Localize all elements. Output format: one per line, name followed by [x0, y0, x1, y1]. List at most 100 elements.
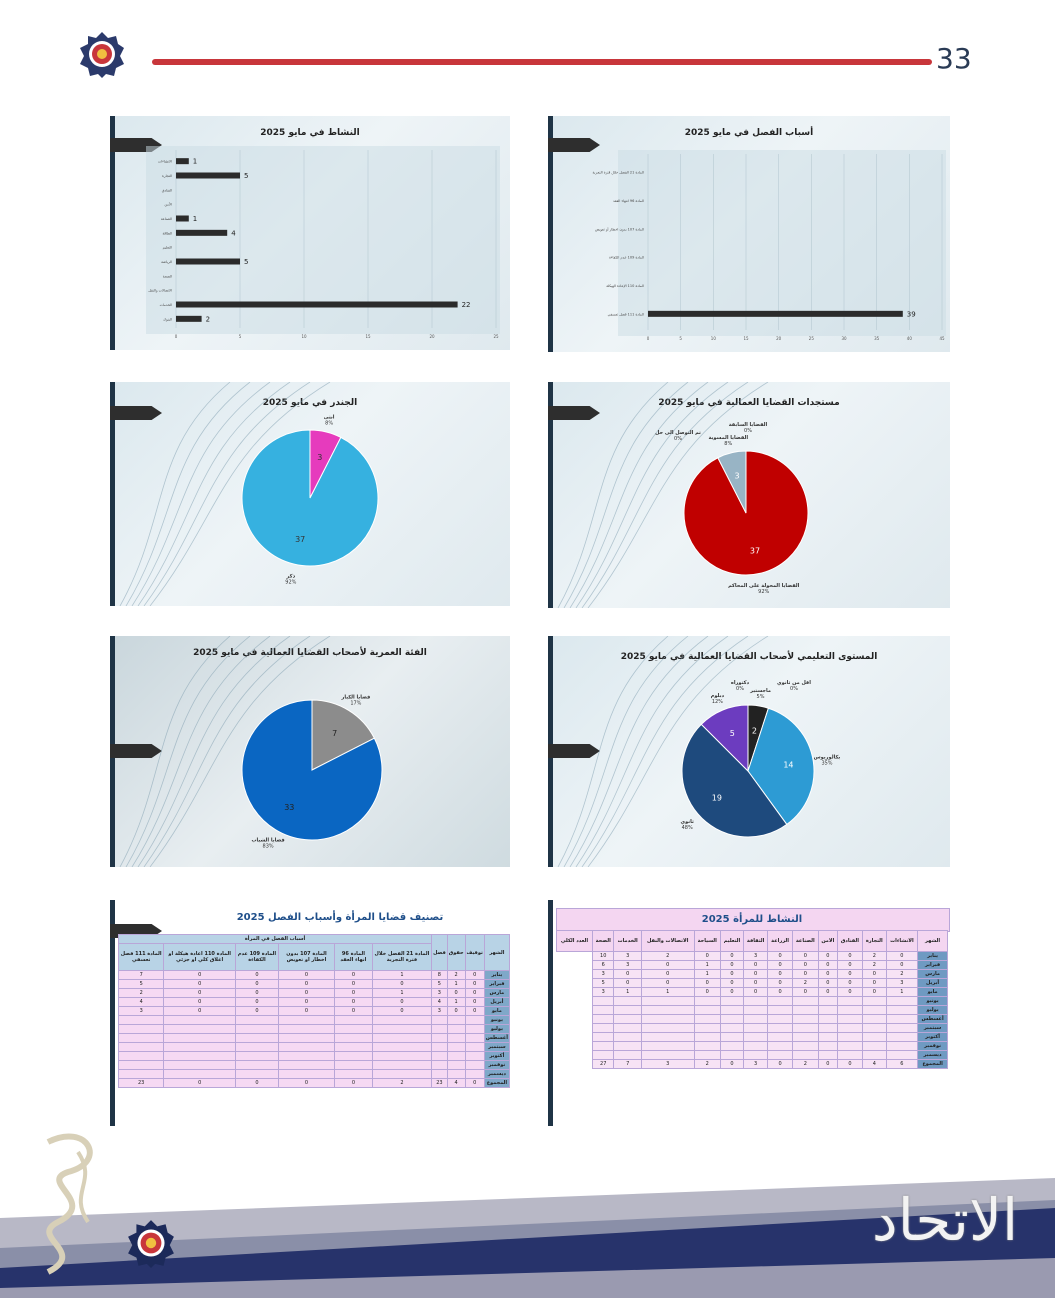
- month-cell: المجموع: [483, 1078, 511, 1088]
- table-cell: 2: [861, 951, 887, 961]
- table-cell: [446, 1069, 466, 1079]
- table-cell: [431, 1033, 448, 1043]
- month-cell: نوفمبر: [483, 1060, 511, 1070]
- table-cell: [719, 1005, 745, 1015]
- table-cell: 3: [885, 978, 919, 988]
- table-cell: [719, 1041, 745, 1051]
- category-label: البنوك: [163, 317, 172, 321]
- table-cell: 0: [817, 969, 838, 979]
- table-cell: [836, 1005, 863, 1015]
- table-cell: [836, 996, 863, 1006]
- slice-value-label: 37: [295, 535, 305, 544]
- table-cell: 2: [693, 1059, 721, 1069]
- table-cell: 0: [277, 997, 336, 1007]
- table-cell: 3: [591, 987, 615, 997]
- pie-slice: [311, 699, 376, 771]
- table-row: سبتمبر: [117, 1042, 511, 1052]
- table-cell: [591, 1041, 615, 1051]
- month-cell: سبتمبر: [483, 1042, 511, 1052]
- table-cell: [163, 1069, 237, 1079]
- decorative-arc: [131, 382, 271, 606]
- decorative-arc: [149, 636, 331, 867]
- table-cell: [743, 1032, 769, 1042]
- table-cell: 0: [743, 978, 769, 988]
- table-cell: [446, 1060, 466, 1070]
- bar: [176, 158, 189, 165]
- table-cell: 0: [163, 1006, 237, 1016]
- column-header: المادة 21 الفصل خلال فترة التجربة: [371, 943, 433, 971]
- table-cell: [817, 1032, 838, 1042]
- table-cell: 2: [885, 969, 919, 979]
- slice-value-label: 14: [783, 761, 793, 770]
- table-cell: 0: [767, 1059, 793, 1069]
- month-cell: أبريل: [483, 997, 511, 1007]
- women-activity-table: الشهر الانشاءات التجارة الفنادق الامن الصناعة…: [556, 930, 948, 1069]
- table-cell: [743, 996, 769, 1006]
- table-cell: [117, 1060, 165, 1070]
- table-cell: 0: [163, 1078, 237, 1088]
- slice-category-label: ثانوي: [680, 819, 693, 825]
- bar-value-label: 4: [231, 229, 236, 237]
- table-cell: 0: [861, 969, 887, 979]
- category-label: المادة 109 عدم الكفاءة: [609, 256, 644, 261]
- category-label: الخدمات: [160, 303, 172, 307]
- decorative-arc: [143, 636, 311, 867]
- gender-chart-panel: الجندر في مايو 2025 3 انثى 8% 37 ذكر 92%: [110, 382, 510, 606]
- table-cell: 0: [235, 979, 279, 989]
- table-cell: 4: [431, 997, 448, 1007]
- table-cell: 1: [446, 979, 466, 989]
- table-cell: [431, 1069, 448, 1079]
- x-tick-label: 40: [907, 336, 913, 341]
- table-cell: 0: [277, 988, 336, 998]
- table-cell: [861, 1005, 887, 1015]
- column-header: الانشاءات: [885, 930, 919, 952]
- decorative-arc: [125, 636, 251, 867]
- table-cell: [640, 996, 695, 1006]
- table-cell: 0: [719, 969, 745, 979]
- calligraphy-ornament-left: [46, 1133, 93, 1275]
- slice-percent-label: 35%: [821, 760, 832, 766]
- table-cell: [235, 1060, 279, 1070]
- causes-chart-panel: أسباب الفصل في مايو 2025 0 5 10 15 20 25 30 35 4…: [548, 116, 950, 352]
- decorative-arc: [557, 636, 669, 867]
- decorative-arc: [563, 636, 689, 867]
- table-cell: 0: [277, 970, 336, 980]
- table-cell: 0: [836, 969, 863, 979]
- category-label: الانشاءات: [158, 160, 172, 164]
- table-cell: [767, 1023, 793, 1033]
- table-cell: [640, 1014, 695, 1024]
- table-cell: [431, 1042, 448, 1052]
- table-cell: [743, 1005, 769, 1015]
- table-cell: [791, 1005, 819, 1015]
- category-label: الأمن: [164, 202, 172, 207]
- table-row: يوليو: [117, 1024, 511, 1034]
- decorative-arc: [137, 382, 291, 606]
- table-cell: 0: [464, 979, 485, 989]
- table-row: أغسطس: [117, 1033, 511, 1043]
- table-cell: [117, 1015, 165, 1025]
- table-cell: [817, 1023, 838, 1033]
- slice-category-label: القضايا المسوية: [708, 435, 748, 441]
- table-cell: 0: [885, 960, 919, 970]
- table-cell: 0: [693, 951, 721, 961]
- table-cell: [163, 1015, 237, 1025]
- table-cell: [277, 1024, 336, 1034]
- page-number: 33: [936, 42, 972, 75]
- table-cell: 0: [334, 988, 373, 998]
- women-activity-title: النشاط للمرأة 2025: [701, 914, 803, 925]
- table-cell: 27: [591, 1059, 615, 1069]
- table-row: نوفمبر: [117, 1060, 511, 1070]
- slice-category-label: ذكر: [286, 574, 296, 580]
- x-tick-label: 20: [776, 336, 782, 341]
- slice-percent-label: 92%: [285, 580, 296, 586]
- category-label: المادة 96 انتهاء العقد: [613, 199, 644, 203]
- month-cell: أكتوبر: [483, 1051, 511, 1061]
- table-cell: 3: [117, 1006, 165, 1016]
- table-cell: [117, 1069, 165, 1079]
- table-cell: 0: [235, 1078, 279, 1088]
- table-cell: [371, 1033, 433, 1043]
- table-row: يناير 0 2 0 0 0 0 3 0 0 2 3 10: [557, 951, 948, 961]
- table-row: أغسطس: [557, 1014, 948, 1024]
- month-cell: نوفمبر: [917, 1041, 948, 1051]
